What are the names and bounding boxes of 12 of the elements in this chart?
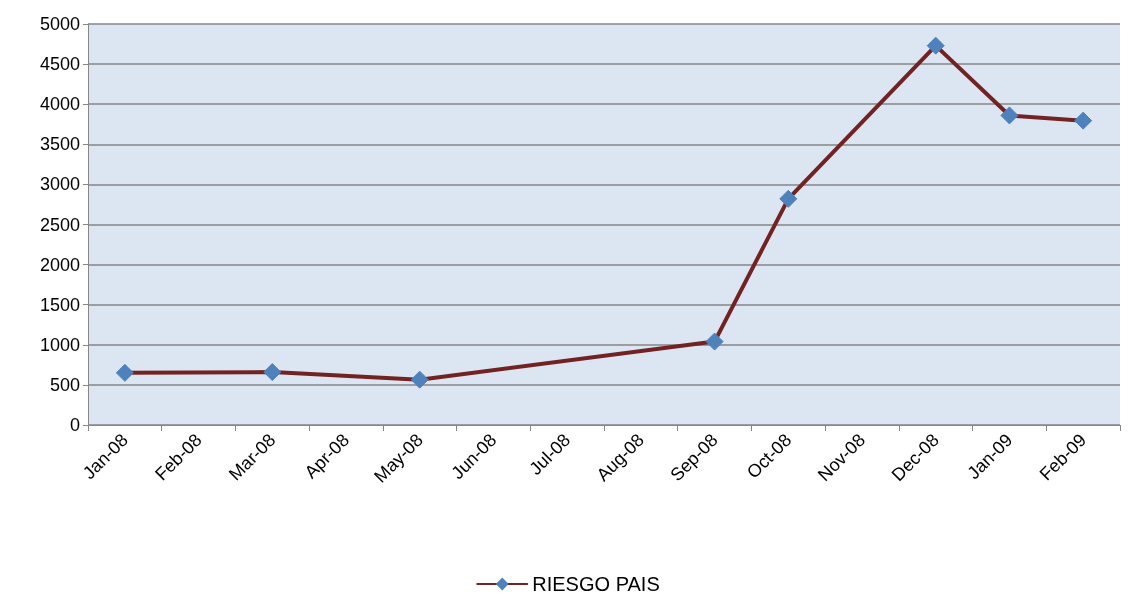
y-tick-label: 500 bbox=[49, 374, 80, 395]
y-tick-label: 5000 bbox=[39, 14, 80, 34]
legend-label: RIESGO PAIS bbox=[532, 573, 660, 595]
y-tick-label: 3000 bbox=[39, 174, 80, 195]
y-tick-label: 2500 bbox=[39, 214, 80, 235]
y-tick-label: 1000 bbox=[39, 334, 80, 355]
y-tick-label: 3500 bbox=[39, 134, 80, 155]
y-tick-label: 1500 bbox=[39, 294, 80, 315]
y-tick-label: 4000 bbox=[39, 94, 80, 115]
y-tick-label: 4500 bbox=[39, 54, 80, 75]
y-tick-label: 0 bbox=[69, 415, 80, 435]
y-tick-label: 2000 bbox=[39, 254, 80, 275]
